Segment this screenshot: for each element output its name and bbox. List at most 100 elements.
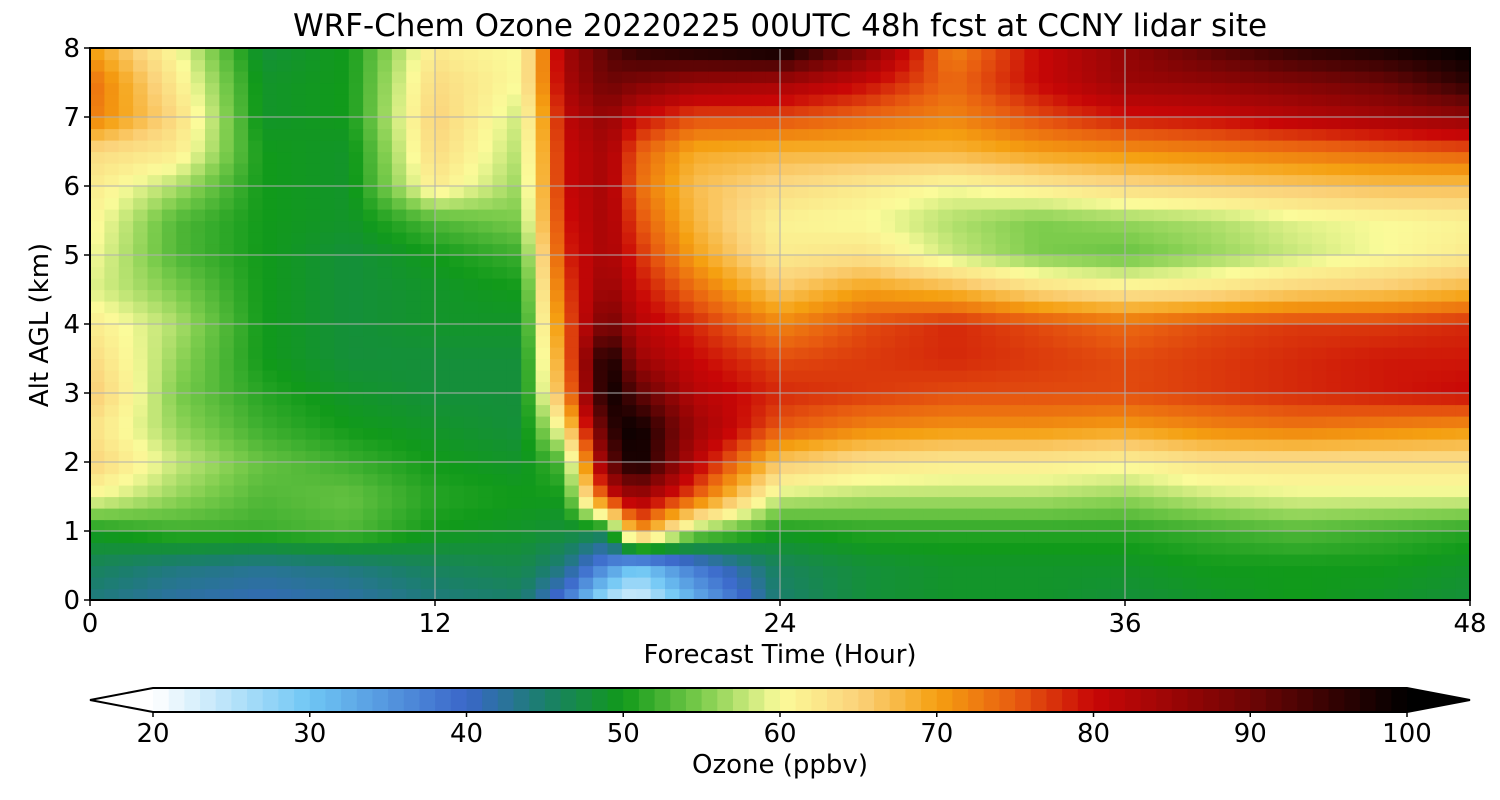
colorbar-segment <box>309 688 326 712</box>
heatmap-cell <box>564 519 580 532</box>
heatmap-cell <box>1110 94 1126 107</box>
heatmap-cell <box>866 427 882 440</box>
heatmap-cell <box>966 324 982 337</box>
heatmap-cell <box>205 358 220 371</box>
heatmap-cell <box>1297 324 1313 337</box>
heatmap-cell <box>1225 554 1241 567</box>
heatmap-cell <box>219 485 235 498</box>
heatmap-cell <box>708 496 724 509</box>
heatmap-cell <box>1426 197 1442 210</box>
heatmap-cell <box>1110 588 1126 600</box>
heatmap-cell <box>693 335 709 348</box>
heatmap-cell <box>1326 232 1342 245</box>
heatmap-cell <box>219 554 235 567</box>
heatmap-cell <box>923 531 939 544</box>
heatmap-cell <box>320 577 335 590</box>
heatmap-cell <box>190 588 206 600</box>
heatmap-cell <box>1211 358 1227 371</box>
heatmap-cell <box>334 105 350 118</box>
heatmap-cell <box>923 232 939 245</box>
heatmap-cell <box>248 163 264 176</box>
heatmap-cell <box>564 197 580 210</box>
heatmap-cell <box>420 370 436 383</box>
heatmap-cell <box>1139 140 1155 153</box>
heatmap-cell <box>636 508 652 521</box>
heatmap-cell <box>506 266 522 279</box>
heatmap-cell <box>1196 163 1212 176</box>
heatmap-cell <box>1125 347 1140 360</box>
heatmap-cell <box>981 312 997 325</box>
heatmap-cell <box>765 209 781 222</box>
heatmap-cell <box>420 450 436 463</box>
heatmap-cell <box>377 358 393 371</box>
heatmap-cell <box>708 117 724 130</box>
heatmap-cell <box>981 335 997 348</box>
heatmap-cell <box>1225 542 1241 555</box>
heatmap-cell <box>1182 312 1198 325</box>
heatmap-cell <box>391 462 407 475</box>
heatmap-cell <box>1153 370 1169 383</box>
heatmap-cell <box>851 312 867 325</box>
heatmap-cell <box>1455 255 1470 268</box>
heatmap-cell <box>1053 255 1069 268</box>
heatmap-cell <box>722 358 738 371</box>
heatmap-cell <box>1383 174 1399 187</box>
heatmap-cell <box>1125 381 1140 394</box>
heatmap-cell <box>391 255 407 268</box>
heatmap-cell <box>995 255 1011 268</box>
heatmap-cell <box>1268 312 1284 325</box>
heatmap-cell <box>837 220 853 233</box>
heatmap-cell <box>1398 209 1414 222</box>
heatmap-cell <box>406 381 422 394</box>
heatmap-cell <box>708 554 724 567</box>
heatmap-cell <box>1096 404 1112 417</box>
heatmap-cell <box>248 186 264 199</box>
heatmap-cell <box>1096 358 1112 371</box>
heatmap-cell <box>176 335 192 348</box>
heatmap-cell <box>377 531 393 544</box>
colorbar-segment <box>372 688 389 712</box>
heatmap-cell <box>1168 94 1184 107</box>
heatmap-cell <box>348 519 364 532</box>
heatmap-cell <box>938 94 954 107</box>
heatmap-cell <box>449 243 465 256</box>
heatmap-cell <box>262 393 278 406</box>
heatmap-cell <box>420 278 436 291</box>
heatmap-cell <box>1038 508 1054 521</box>
heatmap-cell <box>133 462 149 475</box>
colorbar-segment <box>278 688 295 712</box>
heatmap-cell <box>1067 128 1083 141</box>
heatmap-cell <box>708 450 724 463</box>
heatmap-cell <box>1225 151 1241 164</box>
heatmap-cell <box>1211 508 1227 521</box>
heatmap-cell <box>736 450 752 463</box>
heatmap-cell <box>262 462 278 475</box>
heatmap-cell <box>118 197 134 210</box>
heatmap-cell <box>161 59 177 72</box>
heatmap-cell <box>420 312 436 325</box>
heatmap-cell <box>837 94 853 107</box>
heatmap-cell <box>1024 508 1040 521</box>
heatmap-cell <box>147 416 163 429</box>
heatmap-cell <box>1053 462 1069 475</box>
heatmap-cell <box>751 358 767 371</box>
heatmap-cell <box>823 105 839 118</box>
heatmap-cell <box>1010 312 1025 325</box>
heatmap-cell <box>1211 531 1227 544</box>
heatmap-cell <box>550 151 565 164</box>
heatmap-cell <box>1326 508 1342 521</box>
heatmap-cell <box>104 255 120 268</box>
heatmap-cell <box>492 140 508 153</box>
heatmap-cell <box>621 151 637 164</box>
heatmap-cell <box>1225 404 1241 417</box>
heatmap-cell <box>1297 71 1313 84</box>
heatmap-cell <box>1383 324 1399 337</box>
heatmap-cell <box>564 243 580 256</box>
y-axis-label: Alt AGL (km) <box>25 242 55 408</box>
heatmap-cell <box>1225 416 1241 429</box>
heatmap-cell <box>722 289 738 302</box>
heatmap-cell <box>751 48 767 61</box>
heatmap-cell <box>449 439 465 452</box>
heatmap-cell <box>909 462 925 475</box>
heatmap-cell <box>320 117 335 130</box>
